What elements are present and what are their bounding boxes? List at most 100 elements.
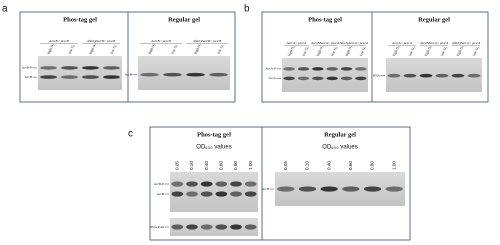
band — [200, 181, 213, 187]
band — [171, 191, 184, 197]
band — [186, 224, 198, 230]
band — [297, 76, 310, 81]
band — [342, 186, 360, 192]
group-label: ΔarcBΔarcA:: pescA — [419, 41, 449, 45]
panel-frame — [149, 126, 411, 241]
lane-label: high O₂ — [316, 44, 325, 56]
lane-label: high O₂ — [392, 44, 401, 56]
band — [297, 67, 310, 71]
band — [103, 75, 120, 79]
band — [403, 73, 417, 78]
band — [387, 73, 401, 78]
row-label: ArcB-P — [22, 66, 32, 70]
band — [215, 191, 228, 197]
blot — [170, 172, 258, 212]
band — [215, 181, 228, 187]
lane-label: high O₂ — [424, 44, 433, 56]
lane-label: high O₂ — [287, 44, 296, 56]
group-label: ΔfimQΔarcB:: pescB — [192, 39, 221, 43]
gel-title: Regular gel — [324, 131, 356, 138]
band — [103, 66, 120, 70]
gel-subtitle: OD₆₀₀ values — [196, 145, 231, 151]
group-label: ΔarcBΔarcA:: pescA — [310, 41, 340, 45]
band — [244, 181, 257, 187]
band — [171, 181, 184, 187]
band — [140, 72, 159, 77]
lane-label: low O₂ — [408, 45, 416, 57]
group-label: ΔfimQΔarcA:: pescA — [451, 41, 481, 45]
gel-title: Phos-tag gel — [308, 16, 342, 23]
gel-title: Phos-tag gel — [197, 131, 231, 138]
blot — [38, 56, 122, 90]
band — [163, 72, 182, 77]
row-label: ArcB — [125, 72, 133, 76]
band — [244, 191, 257, 197]
band — [340, 76, 353, 81]
band — [61, 66, 78, 70]
row-label: ArcB-P — [154, 182, 164, 186]
band — [312, 76, 324, 81]
group-label: ΔfimQΔarcB:: pescB — [86, 39, 115, 43]
band — [326, 67, 338, 71]
row-label: ArcA-P — [265, 67, 276, 71]
band — [467, 73, 481, 78]
row-label: ArcB — [25, 75, 33, 79]
lane-label: high O₂ — [456, 44, 465, 56]
blot — [282, 58, 368, 92]
band — [363, 186, 382, 192]
group-label: ΔarcB:: pescB — [150, 39, 171, 43]
band — [82, 75, 99, 79]
band — [200, 191, 213, 197]
gel-title: Phos-tag gel — [63, 16, 97, 23]
group-label: ΔfimQΔarcA:: pescA — [338, 41, 368, 45]
row-label: RNA Polβ — [150, 225, 164, 229]
band — [320, 186, 338, 192]
lane-label: 1.00 — [391, 161, 396, 170]
band — [200, 224, 213, 230]
gel-title: Regular gel — [418, 16, 450, 23]
blot — [170, 218, 258, 236]
band — [230, 224, 242, 230]
band — [230, 191, 242, 197]
blot — [275, 172, 405, 206]
lane-label: low O₂ — [171, 43, 179, 55]
lane-label: 0.60 — [348, 161, 353, 170]
lane-label: low O₂ — [330, 45, 338, 57]
band — [40, 75, 57, 79]
band — [215, 224, 228, 230]
band — [40, 66, 57, 70]
row-label: ArcB — [262, 187, 270, 191]
band — [355, 76, 367, 81]
lane-label: 0.20 — [189, 161, 194, 170]
gel-title: Regular gel — [168, 16, 200, 23]
panel-letter: a — [2, 4, 8, 15]
lane-label: 0.80 — [233, 161, 238, 170]
panel-frame — [261, 11, 489, 103]
lane-label: low O₂ — [440, 45, 448, 57]
row-label: ArcB — [157, 192, 165, 196]
band — [355, 67, 367, 71]
lane-label: low O₂ — [302, 45, 310, 57]
band — [230, 181, 242, 187]
lane-label: 0.40 — [326, 161, 331, 170]
band — [186, 181, 198, 187]
lane-label: high O₂ — [148, 42, 157, 54]
band — [186, 191, 198, 197]
lane-label: high O₂ — [194, 42, 203, 54]
band — [283, 76, 295, 81]
gel-subtitle: OD₆₀₀ values — [322, 145, 357, 151]
blot — [138, 56, 230, 90]
band — [298, 186, 317, 192]
lane-label: 1.00 — [248, 161, 253, 170]
lane-label: 0.80 — [370, 161, 375, 170]
panel-frame — [19, 11, 236, 103]
band — [435, 73, 449, 78]
band — [82, 66, 99, 70]
band — [61, 75, 78, 79]
lane-label: low O₂ — [110, 43, 118, 55]
lane-label: low O₂ — [217, 43, 225, 55]
group-label: ΔarcA:: pescA — [391, 41, 413, 45]
band — [244, 224, 257, 230]
